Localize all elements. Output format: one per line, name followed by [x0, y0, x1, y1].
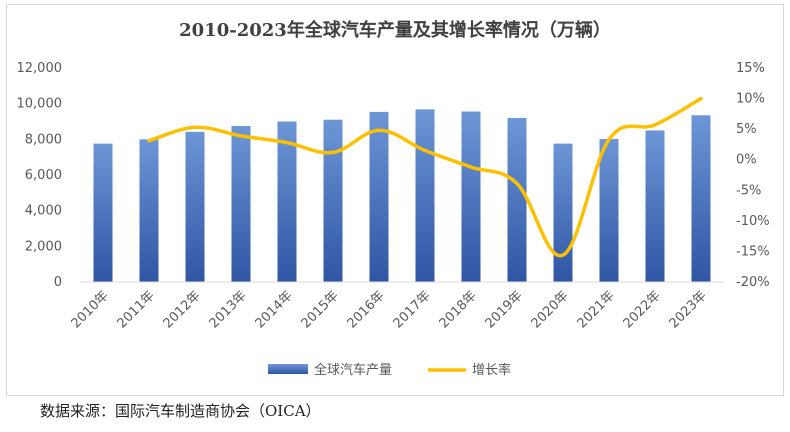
bar-production [277, 121, 297, 282]
bar-production [185, 131, 205, 282]
x-tick-label: 2015年 [299, 288, 342, 331]
y-left-tick-label: 4,000 [25, 204, 62, 219]
bar-production [93, 143, 113, 282]
legend-swatch-production [268, 364, 308, 374]
bar-production [323, 119, 343, 282]
x-tick-label: 2012年 [161, 288, 204, 331]
legend-label-growth-rate: 增长率 [472, 362, 511, 378]
y-left-tick-label: 2,000 [25, 239, 62, 254]
x-tick-label: 2016年 [345, 288, 388, 331]
y-left-tick-label: 0 [54, 275, 62, 290]
chart-title: 2010-2023年全球汽车产量及其增长率情况（万辆） [179, 20, 611, 41]
bar-production [415, 109, 435, 282]
y-right-tick-label: -10% [736, 214, 770, 229]
y-right-tick-label: 10% [736, 92, 765, 107]
x-tick-label: 2021年 [575, 288, 618, 331]
source-note: 数据来源：国际汽车制造商协会（OICA） [40, 402, 321, 420]
y-right-tick-label: -15% [736, 244, 770, 259]
bar-production [507, 117, 527, 282]
x-tick-label: 2023年 [667, 288, 710, 331]
bar-production [645, 130, 665, 282]
y-right-tick-label: -20% [736, 275, 770, 290]
line-growth-rate [147, 96, 703, 258]
bar-production [599, 138, 619, 282]
x-tick-label: 2017年 [391, 288, 434, 331]
bar-production [553, 143, 573, 282]
x-tick-label: 2010年 [69, 288, 112, 331]
y-right-tick-label: 5% [736, 122, 757, 137]
y-left-tick-label: 6,000 [25, 168, 62, 183]
x-tick-label: 2014年 [253, 288, 296, 331]
bar-production [461, 111, 481, 282]
x-tick-label: 2019年 [483, 288, 526, 331]
bar-production [691, 115, 711, 282]
bar-production [231, 125, 251, 282]
x-tick-label: 2011年 [115, 288, 158, 331]
bar-production [139, 139, 159, 282]
y-left-tick-label: 8,000 [25, 132, 62, 147]
y-right-tick-label: 0% [736, 153, 757, 168]
x-tick-label: 2020年 [529, 288, 572, 331]
y-left-tick-label: 12,000 [17, 61, 63, 76]
bar-production [369, 111, 389, 283]
x-tick-label: 2018年 [437, 288, 480, 331]
y-left-tick-label: 10,000 [17, 97, 63, 112]
x-tick-label: 2013年 [207, 288, 250, 331]
y-right-tick-label: 15% [736, 61, 765, 76]
legend-label-production: 全球汽车产量 [314, 362, 392, 378]
x-tick-label: 2022年 [621, 288, 664, 331]
y-right-tick-label: -5% [736, 183, 761, 198]
